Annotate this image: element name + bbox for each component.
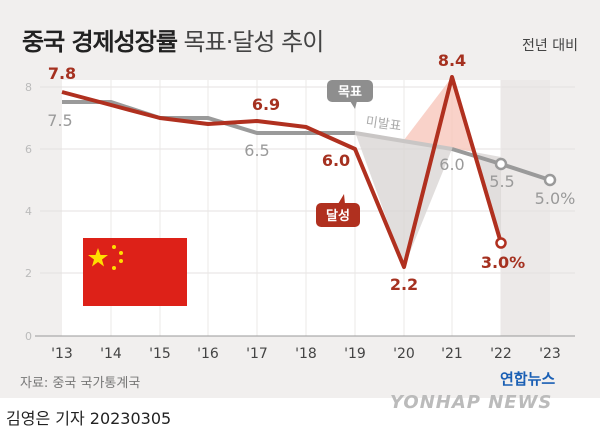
svg-text:6.0: 6.0 bbox=[439, 155, 464, 174]
svg-text:'16: '16 bbox=[197, 346, 219, 362]
byline: 김영은 기자 20230305 bbox=[6, 409, 172, 428]
source-note: 자료: 중국 국가통계국 bbox=[20, 376, 141, 391]
svg-text:'17: '17 bbox=[246, 346, 268, 362]
svg-text:2.2: 2.2 bbox=[390, 275, 418, 294]
yonhap-watermark: YONHAP NEWS bbox=[390, 392, 553, 413]
svg-text:5.0%: 5.0% bbox=[535, 189, 576, 208]
svg-text:'23: '23 bbox=[539, 346, 561, 362]
svg-text:'18: '18 bbox=[295, 346, 317, 362]
china-flag-icon bbox=[83, 238, 187, 306]
svg-text:'20: '20 bbox=[393, 346, 415, 362]
svg-text:'14: '14 bbox=[100, 346, 122, 362]
chart-panel: 중국 경제성장률 목표·달성 추이 전년 대비 8 6 4 2 0 '13 '14 '15 '… bbox=[0, 0, 600, 398]
unit-label: 전년 대비 bbox=[522, 38, 578, 54]
svg-text:6.0: 6.0 bbox=[322, 151, 350, 170]
svg-text:달성: 달성 bbox=[326, 209, 350, 224]
svg-text:7.8: 7.8 bbox=[48, 64, 76, 83]
svg-text:6.9: 6.9 bbox=[252, 95, 280, 114]
svg-text:8: 8 bbox=[25, 81, 32, 94]
svg-text:7.5: 7.5 bbox=[47, 111, 72, 130]
svg-text:4: 4 bbox=[25, 205, 32, 218]
svg-text:'13: '13 bbox=[51, 346, 73, 362]
svg-text:'22: '22 bbox=[490, 346, 512, 362]
svg-text:3.0%: 3.0% bbox=[481, 253, 525, 272]
svg-text:5.5: 5.5 bbox=[489, 172, 514, 191]
chart-title: 중국 경제성장률 목표·달성 추이 bbox=[22, 28, 324, 56]
svg-text:0: 0 bbox=[25, 330, 32, 343]
svg-text:6.5: 6.5 bbox=[244, 141, 269, 160]
svg-text:목표: 목표 bbox=[338, 85, 362, 100]
svg-text:'19: '19 bbox=[344, 346, 366, 362]
svg-text:6: 6 bbox=[25, 143, 32, 156]
svg-text:2: 2 bbox=[25, 267, 32, 280]
svg-text:미발표: 미발표 bbox=[365, 115, 403, 135]
svg-text:8.4: 8.4 bbox=[438, 51, 466, 70]
svg-text:'21: '21 bbox=[441, 346, 463, 362]
svg-text:'15: '15 bbox=[149, 346, 171, 362]
yonhap-logo: 연합뉴스 bbox=[500, 370, 556, 388]
